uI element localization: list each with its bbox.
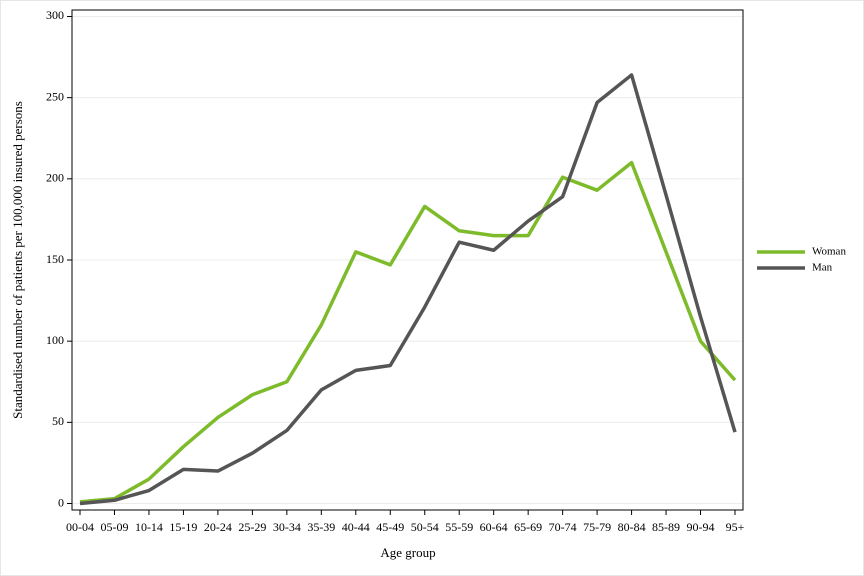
plot-frame — [71, 9, 744, 511]
y-tick-label: 300 — [46, 8, 64, 22]
x-tick-label: 50-54 — [411, 520, 439, 534]
x-tick-label: 55-59 — [445, 520, 473, 534]
x-tick-label: 70-74 — [549, 520, 577, 534]
y-tick-label: 100 — [46, 333, 64, 347]
x-tick-label: 80-84 — [618, 520, 646, 534]
legend-label: Man — [812, 262, 833, 274]
y-axis-label: Standardised number of patients per 100,… — [10, 101, 25, 419]
x-tick-label: 65-69 — [514, 520, 542, 534]
x-tick-label: 35-39 — [307, 520, 335, 534]
x-tick-label: 85-89 — [652, 520, 680, 534]
x-tick-label: 20-24 — [204, 520, 232, 534]
x-tick-label: 25-29 — [238, 520, 266, 534]
series-line — [79, 73, 737, 506]
x-tick-label: 40-44 — [342, 520, 370, 534]
x-tick-label: 90-94 — [687, 520, 715, 534]
x-tick-label: 05-09 — [100, 520, 128, 534]
y-tick-label: 50 — [52, 414, 64, 428]
x-tick-label: 15-19 — [169, 520, 197, 534]
series-line — [79, 160, 737, 504]
y-tick-label: 250 — [46, 89, 64, 103]
x-tick-label: 30-34 — [273, 520, 301, 534]
y-tick-label: 150 — [46, 252, 64, 266]
x-axis-label: Age group — [380, 545, 435, 560]
x-tick-label: 95+ — [726, 520, 745, 534]
x-tick-label: 45-49 — [376, 520, 404, 534]
y-tick-label: 0 — [58, 495, 64, 509]
y-tick-label: 200 — [46, 171, 64, 185]
x-tick-label: 60-64 — [480, 520, 508, 534]
x-tick-label: 10-14 — [135, 520, 163, 534]
legend-label: Woman — [812, 246, 846, 258]
x-tick-label: 75-79 — [583, 520, 611, 534]
x-tick-label: 00-04 — [66, 520, 94, 534]
